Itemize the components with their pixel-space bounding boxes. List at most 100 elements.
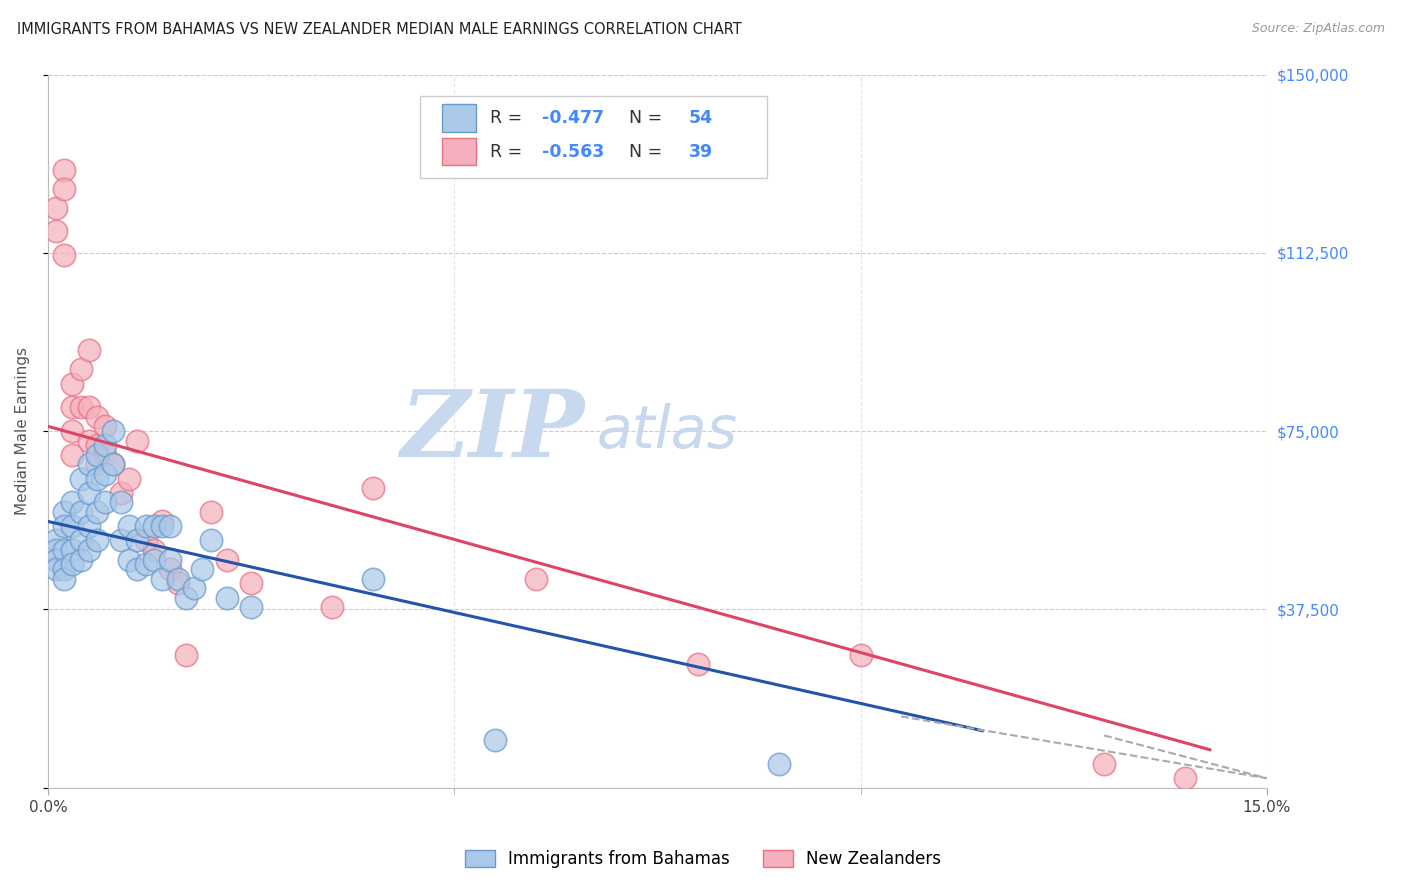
- Point: [53, 519, 76, 533]
- Point: [484, 733, 506, 747]
- Point: [45, 201, 67, 215]
- Point: [150, 515, 173, 529]
- Point: [101, 424, 124, 438]
- Point: [361, 481, 384, 495]
- Bar: [441, 104, 475, 132]
- Point: [110, 533, 132, 548]
- Point: [62, 519, 84, 533]
- Point: [77, 343, 100, 358]
- Point: [77, 486, 100, 500]
- Point: [361, 572, 384, 586]
- Point: [62, 424, 84, 438]
- Point: [135, 519, 157, 533]
- Point: [183, 581, 205, 595]
- Point: [53, 162, 76, 177]
- Point: [150, 572, 173, 586]
- Y-axis label: Median Male Earnings: Median Male Earnings: [15, 347, 30, 516]
- Text: R =: R =: [491, 143, 529, 161]
- Point: [86, 458, 108, 472]
- Point: [110, 486, 132, 500]
- Point: [86, 533, 108, 548]
- Point: [69, 401, 91, 415]
- Point: [62, 543, 84, 558]
- Point: [77, 458, 100, 472]
- Point: [159, 552, 181, 566]
- Point: [167, 576, 190, 591]
- Point: [215, 552, 238, 566]
- Point: [77, 543, 100, 558]
- Point: [1174, 771, 1197, 785]
- Point: [1092, 756, 1115, 771]
- Text: Source: ZipAtlas.com: Source: ZipAtlas.com: [1251, 22, 1385, 36]
- Text: -0.563: -0.563: [541, 143, 603, 161]
- Point: [110, 495, 132, 509]
- Point: [77, 434, 100, 448]
- Point: [69, 533, 91, 548]
- Point: [142, 552, 165, 566]
- Point: [53, 562, 76, 576]
- Point: [69, 505, 91, 519]
- Bar: [420, 96, 768, 178]
- Point: [118, 472, 141, 486]
- Text: 54: 54: [689, 109, 713, 127]
- Point: [53, 572, 76, 586]
- Legend: Immigrants from Bahamas, New Zealanders: Immigrants from Bahamas, New Zealanders: [458, 843, 948, 875]
- Point: [101, 458, 124, 472]
- Point: [62, 401, 84, 415]
- Point: [53, 543, 76, 558]
- Point: [118, 519, 141, 533]
- Point: [62, 558, 84, 572]
- Point: [69, 552, 91, 566]
- Bar: [441, 138, 475, 165]
- Point: [62, 448, 84, 462]
- Point: [94, 419, 117, 434]
- Point: [62, 376, 84, 391]
- Point: [118, 552, 141, 566]
- Point: [191, 562, 214, 576]
- Point: [686, 657, 709, 672]
- Point: [86, 438, 108, 452]
- Point: [200, 505, 222, 519]
- Point: [768, 756, 790, 771]
- Text: R =: R =: [491, 109, 529, 127]
- Text: IMMIGRANTS FROM BAHAMAS VS NEW ZEALANDER MEDIAN MALE EARNINGS CORRELATION CHART: IMMIGRANTS FROM BAHAMAS VS NEW ZEALANDER…: [17, 22, 741, 37]
- Point: [94, 495, 117, 509]
- Point: [62, 495, 84, 509]
- Point: [53, 505, 76, 519]
- Point: [45, 533, 67, 548]
- Text: N =: N =: [619, 109, 668, 127]
- Text: atlas: atlas: [596, 402, 738, 459]
- Point: [77, 519, 100, 533]
- Text: ZIP: ZIP: [401, 386, 585, 476]
- Point: [174, 591, 197, 605]
- Point: [86, 448, 108, 462]
- Text: -0.477: -0.477: [541, 109, 603, 127]
- Point: [159, 519, 181, 533]
- Point: [53, 181, 76, 195]
- Point: [86, 505, 108, 519]
- Point: [45, 552, 67, 566]
- Text: N =: N =: [619, 143, 668, 161]
- Point: [94, 467, 117, 481]
- Point: [135, 558, 157, 572]
- Point: [127, 434, 149, 448]
- Point: [94, 438, 117, 452]
- Point: [45, 224, 67, 238]
- Point: [150, 519, 173, 533]
- Point: [321, 600, 343, 615]
- Point: [142, 519, 165, 533]
- Point: [69, 472, 91, 486]
- Point: [524, 572, 547, 586]
- Point: [77, 401, 100, 415]
- Point: [69, 362, 91, 376]
- Text: 39: 39: [689, 143, 713, 161]
- Point: [45, 562, 67, 576]
- Point: [167, 572, 190, 586]
- Point: [86, 409, 108, 424]
- Point: [127, 533, 149, 548]
- Point: [174, 648, 197, 662]
- Point: [215, 591, 238, 605]
- Point: [159, 562, 181, 576]
- Point: [240, 600, 263, 615]
- Point: [240, 576, 263, 591]
